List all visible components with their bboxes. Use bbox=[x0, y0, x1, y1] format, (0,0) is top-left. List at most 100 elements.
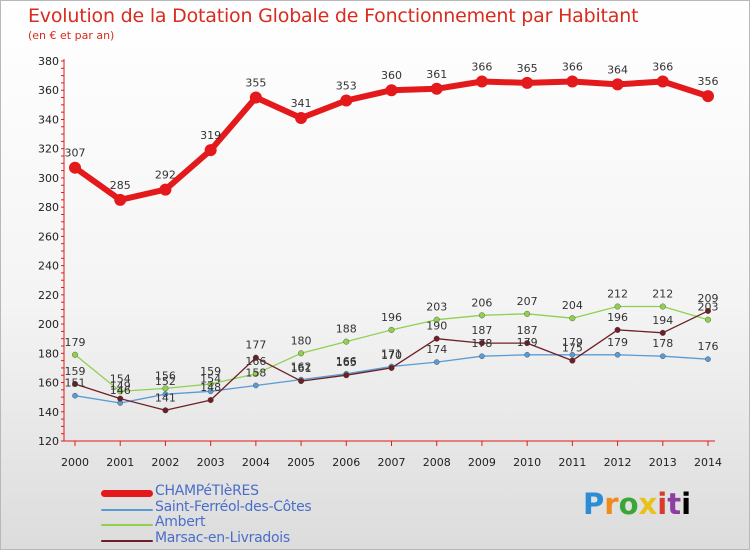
data-label: 149 bbox=[110, 380, 131, 393]
data-point bbox=[71, 381, 78, 388]
data-label: 366 bbox=[471, 60, 492, 73]
data-point bbox=[705, 356, 711, 362]
data-point bbox=[295, 112, 308, 124]
data-point bbox=[705, 316, 712, 323]
data-label: 148 bbox=[200, 381, 221, 394]
data-label: 203 bbox=[426, 301, 447, 314]
y-tick-label: 140 bbox=[38, 406, 59, 419]
data-label: 156 bbox=[155, 369, 176, 382]
data-point bbox=[475, 75, 488, 88]
data-label: 187 bbox=[471, 324, 492, 337]
data-point bbox=[162, 385, 169, 392]
y-tick-label: 160 bbox=[38, 377, 59, 390]
data-label: 176 bbox=[698, 340, 719, 353]
data-label: 166 bbox=[336, 355, 357, 368]
data-label: 159 bbox=[65, 365, 86, 378]
data-label: 361 bbox=[426, 68, 447, 81]
data-label: 146 bbox=[110, 384, 131, 397]
data-point bbox=[614, 303, 621, 310]
data-label: 161 bbox=[291, 362, 312, 375]
data-label: 292 bbox=[155, 169, 176, 182]
data-label: 162 bbox=[291, 361, 312, 374]
data-point bbox=[656, 75, 669, 88]
data-point bbox=[69, 161, 81, 174]
y-tick-label: 280 bbox=[38, 201, 59, 214]
data-point bbox=[479, 353, 485, 360]
data-label: 196 bbox=[381, 311, 402, 324]
data-label: 319 bbox=[200, 129, 221, 142]
data-label: 165 bbox=[336, 356, 357, 369]
data-point bbox=[524, 310, 531, 317]
data-label: 154 bbox=[200, 372, 221, 385]
data-point bbox=[659, 353, 666, 360]
data-point bbox=[388, 326, 395, 333]
data-label: 187 bbox=[517, 324, 538, 337]
data-point bbox=[659, 329, 666, 336]
data-label: 194 bbox=[652, 314, 673, 327]
data-point bbox=[253, 382, 259, 389]
data-point bbox=[569, 357, 576, 364]
axes: 120 140 160 180 200 220 240 260 280 300 320 340 360 3… bbox=[38, 55, 722, 469]
data-label: 204 bbox=[562, 299, 583, 312]
data-point bbox=[430, 82, 443, 95]
data-label: 341 bbox=[291, 97, 312, 110]
data-point bbox=[524, 340, 531, 347]
y-tick-label: 360 bbox=[38, 84, 59, 97]
data-point bbox=[117, 388, 124, 395]
y-tick-label: 260 bbox=[38, 230, 59, 243]
y-tick-label: 320 bbox=[38, 143, 59, 156]
data-point bbox=[71, 351, 78, 358]
data-label: 152 bbox=[155, 375, 176, 388]
data-point bbox=[433, 316, 440, 323]
x-tick-label: 2009 bbox=[468, 456, 496, 469]
data-point bbox=[705, 307, 712, 314]
data-label: 178 bbox=[652, 337, 673, 350]
y-tick-label: 340 bbox=[38, 113, 59, 126]
x-tick-label: 2003 bbox=[197, 456, 225, 469]
y-tick-label: 180 bbox=[38, 347, 59, 360]
data-label: 212 bbox=[652, 288, 673, 301]
data-point bbox=[614, 351, 621, 358]
x-tick-label: 2008 bbox=[423, 456, 451, 469]
legend-label: Ambert bbox=[155, 514, 206, 530]
chart-title: Evolution de la Dotation Globale de Fonc… bbox=[28, 5, 639, 27]
legend-label: Marsac-en-Livradois bbox=[155, 529, 290, 546]
data-point bbox=[114, 193, 127, 206]
data-label: 366 bbox=[562, 60, 583, 73]
x-tick-label: 2001 bbox=[106, 456, 134, 469]
x-tick-label: 2000 bbox=[61, 456, 89, 469]
y-tick-label: 220 bbox=[38, 289, 59, 302]
data-point bbox=[298, 350, 305, 357]
data-label: 141 bbox=[155, 391, 176, 404]
data-point bbox=[433, 335, 440, 342]
data-label: 166 bbox=[245, 355, 266, 368]
data-point bbox=[566, 75, 579, 88]
data-point bbox=[207, 381, 214, 388]
data-point bbox=[521, 76, 534, 89]
data-labels: 179 154 156 159 166 180 188 196 203 206 207 204 212 2… bbox=[65, 60, 719, 404]
data-label: 151 bbox=[65, 377, 86, 390]
data-point bbox=[388, 364, 395, 371]
data-point bbox=[159, 183, 172, 196]
data-label: 179 bbox=[562, 336, 583, 349]
data-point bbox=[204, 144, 217, 157]
data-label: 365 bbox=[517, 62, 538, 75]
data-label: 159 bbox=[200, 365, 221, 378]
x-tick-label: 2011 bbox=[558, 456, 586, 469]
data-label: 178 bbox=[471, 337, 492, 350]
data-label: 179 bbox=[65, 336, 86, 349]
data-label: 203 bbox=[698, 301, 719, 314]
data-label: 364 bbox=[607, 63, 628, 76]
data-label: 196 bbox=[607, 311, 628, 324]
data-label: 158 bbox=[245, 366, 266, 379]
y-tick-label: 300 bbox=[38, 172, 59, 185]
data-label: 207 bbox=[517, 295, 538, 308]
series-line bbox=[72, 78, 711, 203]
data-point bbox=[478, 340, 485, 347]
data-label: 285 bbox=[110, 179, 131, 192]
data-point bbox=[659, 303, 666, 310]
x-tick-label: 2004 bbox=[242, 456, 270, 469]
data-point bbox=[207, 397, 214, 404]
